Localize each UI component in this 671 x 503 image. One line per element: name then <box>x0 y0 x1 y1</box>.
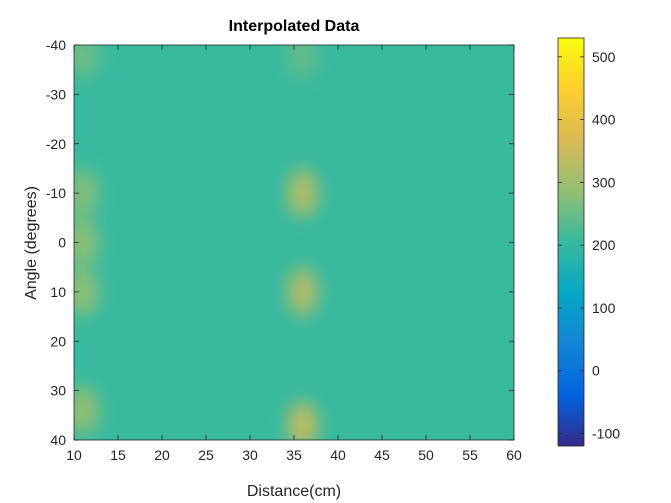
colorbar-tick-label: 100 <box>592 300 616 316</box>
colorbar-tick-label: 500 <box>592 49 616 65</box>
heatmap-hotspot <box>68 268 98 316</box>
x-tick-label: 15 <box>110 447 126 463</box>
heatmap-hotspot <box>68 386 98 434</box>
colorbar-tick-label: 400 <box>592 112 616 128</box>
y-tick-label: -10 <box>46 185 66 201</box>
heatmap-hotspot <box>288 169 318 217</box>
y-tick-label: 10 <box>50 284 66 300</box>
colorbar-tick-label: -100 <box>592 425 620 441</box>
y-tick-label: 0 <box>58 235 66 251</box>
heatmap-background <box>74 45 514 440</box>
heatmap-hotspot <box>68 31 98 79</box>
x-tick-label: 25 <box>198 447 214 463</box>
heatmap-hotspot <box>68 169 98 217</box>
x-tick-label: 60 <box>506 447 522 463</box>
heatmap-hotspot <box>288 31 318 79</box>
y-tick-label: 20 <box>50 333 66 349</box>
plot-area <box>68 31 514 449</box>
x-tick-label: 45 <box>374 447 390 463</box>
x-tick-label: 50 <box>418 447 434 463</box>
y-tick-label: -30 <box>46 86 66 102</box>
colorbar: -100 0 100 200 300 400 500 <box>558 38 620 446</box>
x-tick-label: 35 <box>286 447 302 463</box>
colorbar-gradient <box>558 38 584 446</box>
colorbar-tick-label: 300 <box>592 174 616 190</box>
heatmap-hotspot <box>288 268 318 316</box>
chart-title: Interpolated Data <box>229 18 360 35</box>
x-tick-label: 40 <box>330 447 346 463</box>
x-tick-label: 10 <box>66 447 82 463</box>
heatmap-hotspot <box>288 401 318 449</box>
y-axis-label: Angle (degrees) <box>23 186 40 300</box>
y-tick-label: -20 <box>46 136 66 152</box>
y-tick-label: 30 <box>50 383 66 399</box>
colorbar-tick-label: 200 <box>592 237 616 253</box>
x-tick-label: 55 <box>462 447 478 463</box>
y-tick-label: -40 <box>46 37 66 53</box>
heatmap-hotspot <box>68 219 98 267</box>
colorbar-tick-label: 0 <box>592 363 600 379</box>
x-tick-label: 20 <box>154 447 170 463</box>
x-axis-label: Distance(cm) <box>247 483 341 500</box>
x-tick-label: 30 <box>242 447 258 463</box>
y-tick-label: 40 <box>50 432 66 448</box>
